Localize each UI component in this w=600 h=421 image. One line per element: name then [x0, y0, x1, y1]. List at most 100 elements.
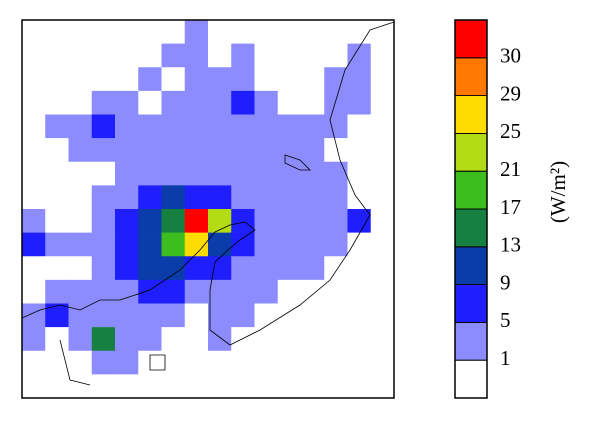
cell	[254, 161, 279, 186]
cell	[231, 20, 255, 44]
cell	[91, 138, 116, 163]
cell	[115, 303, 139, 328]
cell	[115, 90, 139, 115]
cell	[68, 67, 93, 92]
cell	[138, 90, 162, 115]
colorbar-tick-label: 9	[500, 270, 511, 294]
cell	[277, 232, 302, 257]
cell	[208, 67, 232, 92]
cell	[347, 20, 372, 44]
cell	[45, 185, 69, 210]
cell	[301, 43, 325, 68]
cell	[68, 209, 93, 233]
cell	[161, 138, 186, 163]
cell	[184, 67, 209, 92]
cell	[277, 90, 302, 115]
cell	[68, 232, 93, 257]
cell	[231, 256, 255, 281]
cell	[254, 43, 279, 68]
colorbar-tick-label: 5	[500, 308, 511, 332]
cell	[231, 327, 255, 352]
cell	[277, 327, 302, 352]
cell	[68, 303, 93, 328]
colorbar-tick-label: 25	[500, 119, 521, 143]
cell	[208, 114, 232, 139]
cell	[254, 20, 279, 44]
cell	[68, 90, 93, 115]
colorbar-band	[454, 284, 488, 323]
cell	[301, 67, 325, 92]
cell	[324, 350, 348, 375]
cell	[115, 138, 139, 163]
cell	[324, 114, 348, 139]
cell	[324, 279, 348, 304]
cell	[22, 209, 46, 233]
cell	[45, 90, 69, 115]
colorbar-band	[454, 57, 488, 96]
cell	[138, 232, 162, 257]
cell	[231, 279, 255, 304]
cell	[231, 138, 255, 163]
cell	[208, 256, 232, 281]
cell	[115, 185, 139, 210]
cell	[68, 185, 93, 210]
cell	[301, 279, 325, 304]
cell	[231, 350, 255, 375]
cell	[370, 20, 395, 44]
cell	[277, 43, 302, 68]
cell	[184, 90, 209, 115]
cell	[370, 43, 395, 68]
cell	[324, 138, 348, 163]
cell	[45, 374, 69, 399]
cell	[22, 185, 46, 210]
cell	[68, 374, 93, 399]
cell	[22, 43, 46, 68]
cell	[277, 20, 302, 44]
cell	[91, 161, 116, 186]
cell	[115, 161, 139, 186]
cell	[115, 20, 139, 44]
cell	[161, 114, 186, 139]
cell	[91, 43, 116, 68]
colorbar-tick-label: 30	[500, 44, 521, 68]
cell	[347, 279, 372, 304]
cell	[68, 138, 93, 163]
colorbar-band	[454, 132, 488, 172]
cell	[254, 303, 279, 328]
colorbar-band	[454, 359, 488, 399]
cell	[45, 67, 69, 92]
cell	[45, 327, 69, 352]
cell	[277, 350, 302, 375]
cell	[254, 114, 279, 139]
cell	[45, 209, 69, 233]
cell	[184, 209, 209, 233]
cell	[161, 374, 186, 399]
cell	[324, 209, 348, 233]
cell	[324, 303, 348, 328]
cell	[138, 43, 162, 68]
cell	[208, 90, 232, 115]
colorbar-tick-label: 29	[500, 81, 521, 105]
cell	[277, 374, 302, 399]
cell	[324, 374, 348, 399]
cell	[161, 256, 186, 281]
cell	[347, 67, 372, 92]
cell	[138, 374, 162, 399]
cell	[184, 374, 209, 399]
cell	[347, 350, 372, 375]
cell	[184, 350, 209, 375]
cell	[231, 185, 255, 210]
cell	[301, 138, 325, 163]
cell	[231, 374, 255, 399]
cell	[347, 90, 372, 115]
cell	[184, 43, 209, 68]
cell	[45, 114, 69, 139]
heatmap	[22, 20, 395, 399]
cell	[301, 20, 325, 44]
cell	[324, 232, 348, 257]
colorbar-tick-label: 17	[500, 195, 521, 219]
cell	[115, 374, 139, 399]
cell	[184, 114, 209, 139]
cell	[22, 303, 46, 328]
